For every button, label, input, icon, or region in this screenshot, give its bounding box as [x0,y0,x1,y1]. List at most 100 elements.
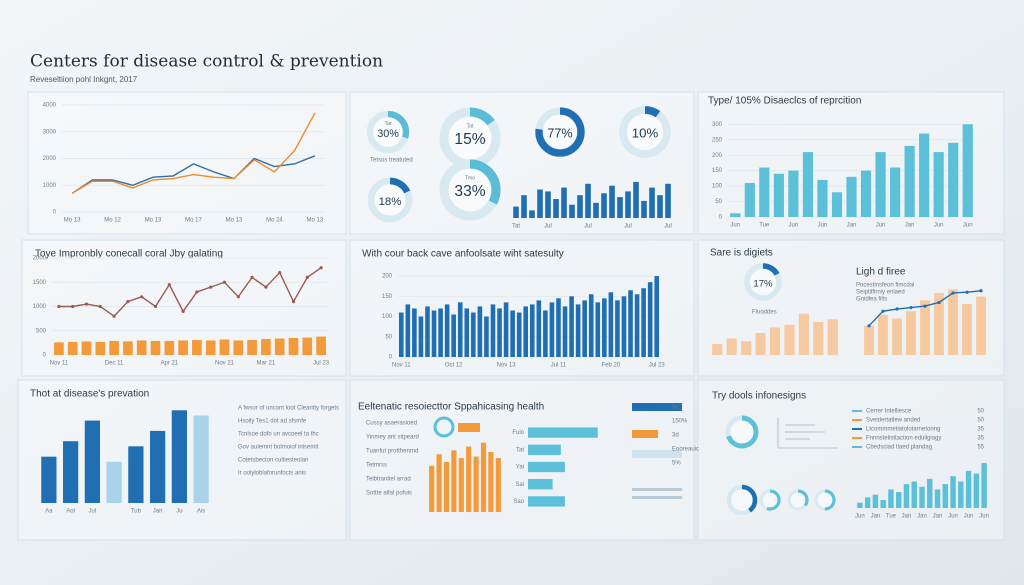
bar [561,187,567,218]
note: Yinmey ant sitpeard [366,435,419,441]
bar [513,206,519,218]
bar [464,308,470,357]
bar [164,340,175,355]
bar [875,152,886,217]
bar [150,430,166,503]
bar [219,339,230,355]
bar [516,312,522,357]
bar [521,195,527,218]
bar [192,339,202,355]
bar [261,338,271,355]
bar [41,456,57,503]
donut-arc [367,177,413,223]
x-tick-label: Nov 13 [497,363,517,369]
bar [942,484,949,508]
point [250,275,254,279]
bar [136,340,147,355]
bar [443,461,450,512]
donut-arc [725,415,759,449]
bar [193,415,209,503]
bar [665,183,671,218]
panel [21,239,347,377]
bar [477,306,483,357]
point [222,280,227,284]
chart-title: Eeltenatic resoiecttor Sppahicasing heal… [358,402,544,413]
bar [205,340,216,355]
note: Cussy asaerasioed [366,421,417,427]
bar [81,341,92,355]
legend-value: 35 [977,427,984,433]
line [58,267,322,318]
x-tick-label: Jun [948,514,958,520]
bar [528,461,565,473]
bar [813,322,824,355]
bar [503,302,509,357]
chart-title: With cour back cave anfoolsate wiht sate… [362,249,564,260]
x-tick-label: Mo 13 [145,218,162,224]
note: Pocestinsfeon fimcdal [856,283,914,289]
bar [569,296,574,357]
bar [429,465,435,512]
panel [27,91,347,235]
point [153,304,158,309]
bar [831,192,843,217]
note: 3d [672,433,679,439]
donut-label: Tat [467,124,474,130]
bar [593,202,599,218]
bar [302,337,313,355]
point [278,270,282,275]
donut-value: 30% [377,128,399,140]
bar [451,314,456,357]
x-tick-label: Jun [818,223,828,229]
x-tick-label: Ju [176,509,182,515]
note: Fluoddes [752,310,777,316]
y-tick-label: 0 [53,210,57,216]
x-tick-label: Jan [933,514,943,520]
y-tick-label: 100 [382,314,393,320]
point [195,290,199,294]
note: Ir oolyloblaforunfocts anis [238,471,306,477]
bar [888,489,894,508]
bar [316,336,326,355]
bar [553,199,559,218]
point [923,304,927,308]
y-tick-label: Yai [516,465,524,471]
point [937,300,941,305]
bar [595,302,601,357]
bar [857,502,863,508]
bar [523,306,529,357]
bar [150,340,161,355]
bar [741,341,752,355]
point [181,309,185,313]
x-tick-label: Dec 11 [105,361,124,367]
donut-arc [366,110,410,154]
point [319,266,323,270]
y-tick-label: 300 [712,122,723,128]
bar [529,304,535,357]
x-tick-label: Jan [847,223,857,229]
legend-value: 50 [977,418,984,424]
bar [641,200,647,218]
x-tick-label: Aol [66,509,75,515]
x-tick-label: Jul [89,509,97,515]
bar [556,298,561,357]
note: Tcnlsoe dofo un avcoeel ta thc [238,432,319,438]
note: A fwsor of uncont loot Clearitty forgets [238,406,339,412]
x-tick-label: Feb 20 [602,363,621,369]
legend-label: Cbedsciad tlaed plandag [866,445,932,451]
point [291,300,296,304]
donut-arc [619,106,671,158]
point [98,304,102,309]
bar [948,142,959,217]
legend-label: Ltcommmetiatolotarnetonng [866,427,940,433]
y-tick-label: Tat [516,447,524,453]
x-tick-label: Jan [902,514,912,520]
bar [412,308,417,357]
point [236,295,240,299]
y-tick-label: 200 [382,274,393,280]
deco-icon [777,418,838,449]
line [71,112,316,194]
x-tick-label: Jan [871,514,881,520]
note: Teibtrantiel arrad [366,477,411,483]
